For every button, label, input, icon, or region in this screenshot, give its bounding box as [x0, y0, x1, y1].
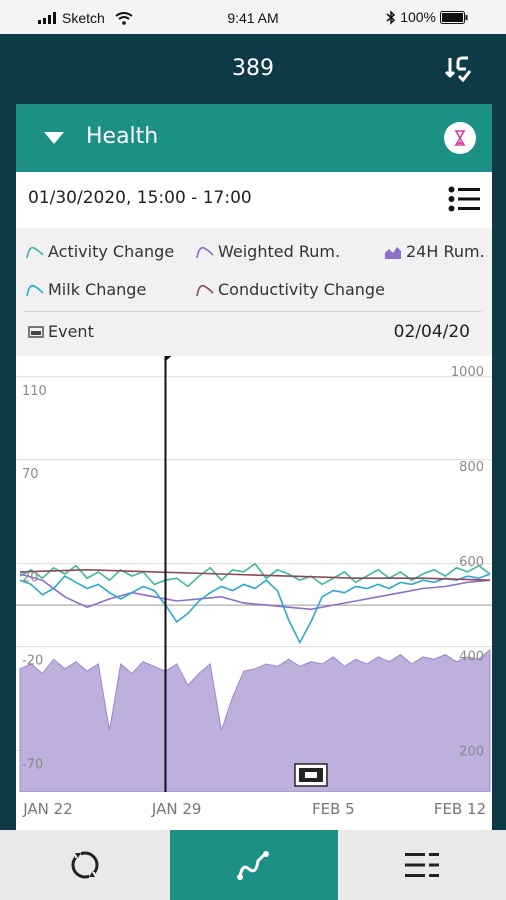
bluetooth-icon	[386, 9, 396, 25]
card-title: Health	[86, 124, 159, 149]
legend-activity: Activity Change	[26, 242, 174, 261]
milk-series	[19, 573, 491, 645]
area-icon	[385, 246, 401, 259]
nav-trend[interactable]	[170, 830, 338, 900]
legend-24h-label: 24H Rum.	[406, 242, 485, 261]
legend-milk: Milk Change	[26, 280, 146, 299]
right-tick-label: 1000	[451, 365, 484, 380]
activity-series	[19, 562, 491, 588]
battery-group: 100%	[386, 9, 468, 25]
cycle-icon	[71, 851, 99, 879]
left-tick-label: 20	[22, 571, 39, 586]
legend-weighted-label: Weighted Rum.	[218, 242, 341, 261]
x-tick-label: FEB 12	[433, 800, 487, 818]
left-tick-label: -20	[22, 654, 43, 669]
bottom-nav	[0, 830, 506, 900]
milk-line-icon	[26, 284, 44, 296]
clock: 9:41 AM	[227, 10, 279, 26]
list-menu-icon	[405, 853, 439, 877]
event-date: 02/04/20	[393, 322, 470, 342]
health-chart[interactable]: 110 70 20 -20 -70 1000 800 600 400 200 JAN 22 JAN …	[16, 356, 492, 828]
battery-icon	[440, 10, 468, 24]
date-range: 01/30/2020, 15:00 - 17:00	[28, 188, 252, 208]
weighted-series	[19, 573, 491, 611]
event-icon	[28, 325, 44, 338]
x-axis: JAN 22 JAN 29 FEB 5 FEB 12	[16, 792, 492, 828]
nav-cycle[interactable]	[0, 830, 170, 900]
chart-svg[interactable]: 110 70 20 -20 -70 1000 800 600 400 200	[16, 356, 492, 793]
triangle-down-icon[interactable]	[44, 132, 64, 144]
legend-event: Event	[28, 322, 94, 341]
signal-icon	[38, 12, 56, 24]
status-bar: Sketch 9:41 AM 100%	[0, 0, 506, 34]
rum24-area	[19, 648, 491, 793]
date-row: 01/30/2020, 15:00 - 17:00	[16, 172, 492, 226]
page-title: 389	[232, 56, 274, 81]
card-header[interactable]: Health	[16, 104, 492, 172]
right-tick-label: 600	[459, 555, 484, 570]
left-tick-label: -70	[22, 757, 43, 772]
wifi-icon	[115, 11, 133, 25]
legend-milk-label: Milk Change	[48, 280, 147, 299]
list-icon[interactable]	[448, 186, 480, 216]
x-tick-label: FEB 5	[311, 800, 355, 818]
legend-event-label: Event	[48, 322, 94, 341]
legend: Activity Change Weighted Rum. 24H Rum. M…	[16, 228, 492, 356]
activity-line-icon	[26, 246, 44, 258]
nav-list[interactable]	[338, 830, 506, 900]
x-tick-label: JAN 22	[23, 800, 73, 818]
legend-divider	[24, 311, 482, 312]
right-tick-label: 400	[459, 650, 484, 665]
hourglass-icon[interactable]	[444, 122, 476, 154]
swap-icon[interactable]	[444, 56, 472, 86]
trend-icon	[237, 851, 269, 880]
right-tick-label: 200	[459, 744, 484, 759]
legend-conductivity: Conductivity Change	[196, 280, 385, 299]
left-tick-label: 110	[22, 384, 47, 399]
cursor-flag[interactable]	[164, 356, 172, 362]
top-bar: 389	[0, 34, 506, 104]
conductivity-line-icon	[196, 284, 214, 296]
legend-weighted: Weighted Rum.	[196, 242, 340, 261]
battery-percent: 100%	[400, 9, 436, 25]
left-tick-label: 70	[22, 467, 39, 482]
legend-conductivity-label: Conductivity Change	[218, 280, 385, 299]
carrier-name: Sketch	[62, 10, 105, 26]
legend-activity-label: Activity Change	[48, 242, 175, 261]
weighted-line-icon	[196, 246, 214, 258]
x-tick-label: JAN 29	[151, 800, 202, 818]
event-marker[interactable]	[294, 763, 328, 787]
carrier-group: Sketch	[38, 10, 133, 26]
legend-24h: 24H Rum.	[384, 242, 485, 261]
right-tick-label: 800	[459, 460, 484, 475]
conductivity-series	[19, 568, 491, 581]
date-line: 01/30/2020, 15:00 - 17:00	[16, 172, 492, 226]
